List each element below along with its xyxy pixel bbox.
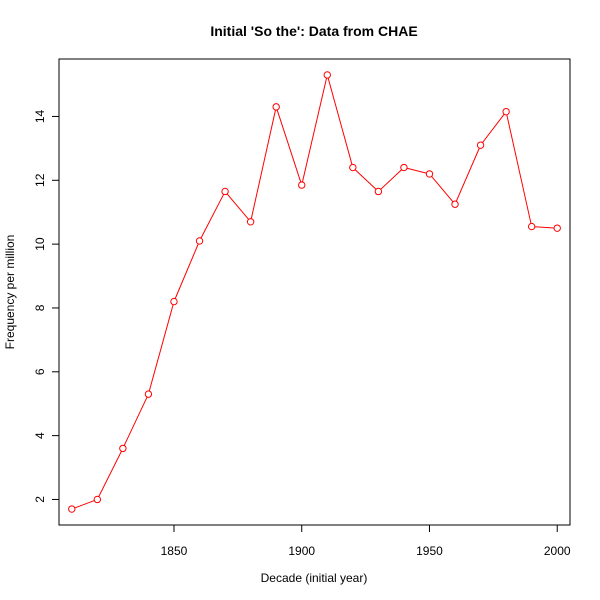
data-point	[502, 107, 510, 116]
series-line-segment	[98, 451, 122, 497]
y-tick-label: 14	[33, 109, 47, 123]
series-line-segment	[250, 109, 276, 219]
data-point	[374, 187, 383, 196]
series-line-segment	[174, 243, 199, 299]
data-point	[144, 390, 153, 398]
x-tick-label: 1900	[288, 544, 315, 558]
y-tick-label: 12	[33, 173, 47, 187]
x-axis: 1850 1900 1950 2000	[161, 524, 571, 558]
data-point	[170, 297, 178, 306]
x-tick-label: 2000	[544, 544, 571, 558]
data-point	[400, 163, 408, 172]
data-point	[527, 222, 536, 231]
series-line-segment	[534, 226, 555, 229]
y-axis-label: Frequency per million	[3, 235, 17, 350]
data-point	[119, 444, 127, 453]
series-line-segment	[406, 167, 427, 174]
data-point	[93, 495, 102, 504]
data-point	[349, 163, 357, 172]
series-line-segment	[276, 109, 302, 183]
series-layer	[68, 71, 561, 513]
series-line-segment	[354, 169, 377, 190]
x-tick-label: 1850	[161, 544, 188, 558]
series-line-segment	[327, 77, 353, 165]
series-line-segment	[200, 194, 225, 239]
series-line-segment	[148, 304, 174, 392]
x-axis-label: Decade (initial year)	[261, 571, 368, 585]
data-point	[476, 141, 485, 149]
series-line-segment	[482, 113, 505, 143]
y-tick-label: 6	[33, 368, 47, 375]
data-point	[298, 181, 306, 189]
data-point	[221, 187, 229, 196]
y-tick-label: 8	[33, 304, 47, 311]
series-line-segment	[380, 169, 402, 190]
y-axis: 2 4 6 8 10 12 14	[33, 109, 60, 503]
y-tick-label: 4	[33, 432, 47, 439]
data-point	[246, 218, 255, 226]
series-line-segment	[123, 396, 148, 446]
data-point	[425, 170, 434, 178]
chart-title: Initial 'So the': Data from CHAE	[210, 23, 417, 39]
series-line-segment	[226, 193, 249, 220]
data-point	[553, 224, 561, 232]
y-tick-label: 2	[33, 496, 47, 503]
series-line-segment	[455, 147, 480, 202]
data-point	[323, 71, 331, 79]
x-tick-label: 1950	[416, 544, 443, 558]
data-point	[195, 237, 204, 245]
data-point	[451, 200, 459, 208]
series-line-segment	[301, 77, 328, 183]
series-line-segment	[506, 114, 532, 224]
series-line-segment	[431, 176, 454, 203]
data-point	[68, 505, 76, 513]
y-tick-label: 10	[33, 237, 47, 251]
series-line-segment	[74, 500, 95, 509]
data-point	[272, 103, 280, 111]
